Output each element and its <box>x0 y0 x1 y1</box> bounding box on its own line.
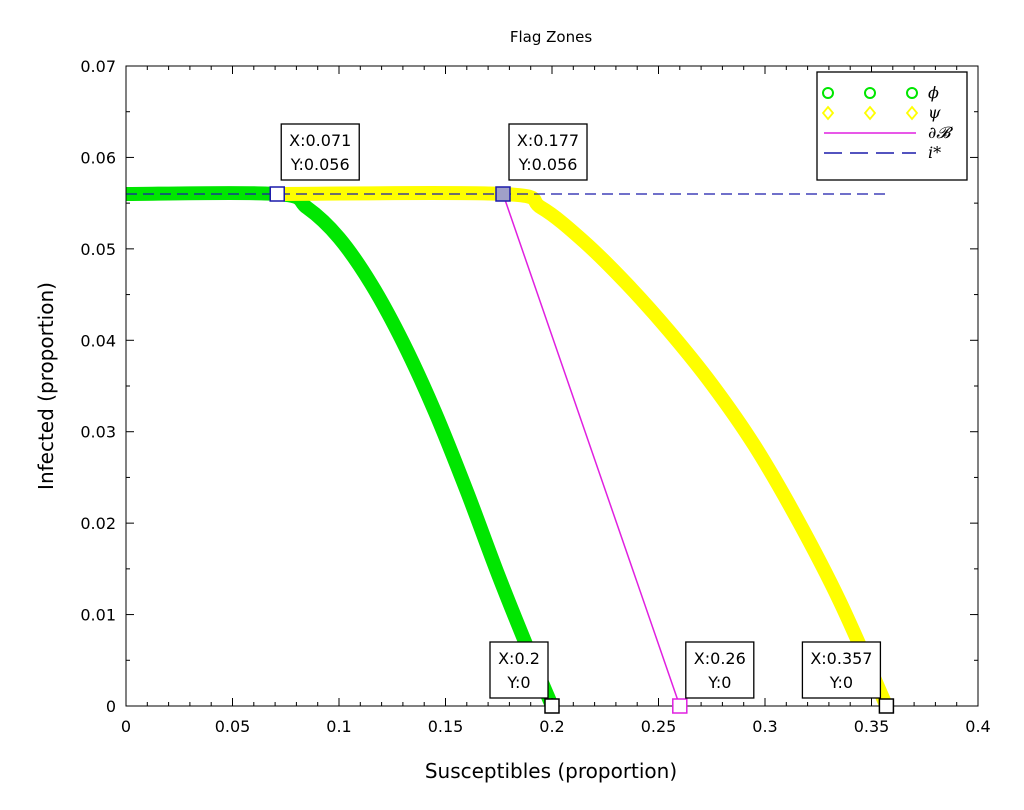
datatip: X:0.177 Y:0.056 <box>495 123 588 202</box>
datatip-box <box>280 123 360 181</box>
y-tick-label: 0 <box>106 697 116 716</box>
x-tick-label: 0.35 <box>854 717 890 736</box>
legend-label: ψ <box>928 103 941 122</box>
x-tick-label: 0.15 <box>428 717 464 736</box>
datatip-box <box>685 641 755 699</box>
x-tick-label: 0.3 <box>752 717 777 736</box>
datatip-y-label: Y:0 <box>707 673 731 692</box>
datatip-x-label: X:0.26 <box>694 649 746 668</box>
legend-diamond-marker <box>821 105 835 121</box>
legend-diamond-marker <box>905 105 919 121</box>
y-tick-label: 0.06 <box>80 148 116 167</box>
datatip-y-label: Y:0 <box>506 673 530 692</box>
legend-circle-marker <box>822 87 834 99</box>
datatip-y-label: Y:0 <box>829 673 853 692</box>
y-tick-label: 0.01 <box>80 606 116 625</box>
series-0-curve <box>125 185 559 709</box>
y-tick-label: 0.03 <box>80 423 116 442</box>
legend-entry: ψ <box>821 103 941 122</box>
legend-diamond-marker <box>863 105 877 121</box>
datatip-marker <box>544 698 560 714</box>
datatip-box <box>489 641 549 699</box>
legend-entry: ∂𝓑 <box>824 123 953 142</box>
axes: 0 0.05 0.1 0.15 0.2 0.25 0.3 0.35 0.4 0 0.01 0.02 0.… <box>80 57 990 736</box>
datatip: X:0.357 Y:0 <box>801 641 895 714</box>
y-tick-label: 0.07 <box>80 57 116 76</box>
chart-title: Flag Zones <box>510 28 592 46</box>
legend-entry: ϕ <box>822 83 939 102</box>
y-tick-label: 0.02 <box>80 514 116 533</box>
series-1-curve <box>277 185 893 709</box>
datatip-x-label: X:0.2 <box>498 649 540 668</box>
x-tick-label: 0.1 <box>326 717 351 736</box>
x-tick-label: 0.4 <box>965 717 990 736</box>
datatip: X:0.071 Y:0.056 <box>269 123 360 202</box>
legend-label: i* <box>928 143 941 162</box>
series-2-line <box>502 193 681 707</box>
legend: ϕψ∂𝓑i* <box>816 71 968 181</box>
datatip-marker <box>495 186 511 202</box>
datatip-marker <box>672 698 688 714</box>
datatip-box <box>801 641 882 699</box>
datatip-box <box>508 123 588 181</box>
legend-box <box>816 71 968 181</box>
y-tick-label: 0.04 <box>80 331 116 350</box>
x-tick-label: 0 <box>121 717 131 736</box>
datatip-marker <box>878 698 895 714</box>
datatip-x-label: X:0.357 <box>810 649 872 668</box>
datatip-marker <box>269 186 285 202</box>
legend-circle-marker <box>906 87 918 99</box>
legend-circle-marker <box>864 87 876 99</box>
x-tick-label: 0.25 <box>641 717 677 736</box>
datatip: X:0.2 Y:0 <box>489 641 560 714</box>
datatip-x-label: X:0.071 <box>289 131 351 150</box>
datatip: X:0.26 Y:0 <box>672 641 755 714</box>
datatip-y-label: Y:0.056 <box>290 155 350 174</box>
x-tick-label: 0.05 <box>215 717 251 736</box>
datatip-y-label: Y:0.056 <box>518 155 578 174</box>
legend-label: ∂𝓑 <box>928 123 953 142</box>
plot-area <box>125 185 893 709</box>
y-tick-label: 0.05 <box>80 240 116 259</box>
x-axis-title: Susceptibles (proportion) <box>425 759 677 783</box>
datatip-x-label: X:0.177 <box>517 131 579 150</box>
y-axis-title: Infected (proportion) <box>34 282 58 490</box>
x-tick-label: 0.2 <box>539 717 564 736</box>
datatips: X:0.071Y:0.056X:0.177Y:0.056X:0.2Y:0X:0.… <box>269 123 895 714</box>
legend-label: ϕ <box>928 83 939 102</box>
legend-entry: i* <box>824 143 941 162</box>
